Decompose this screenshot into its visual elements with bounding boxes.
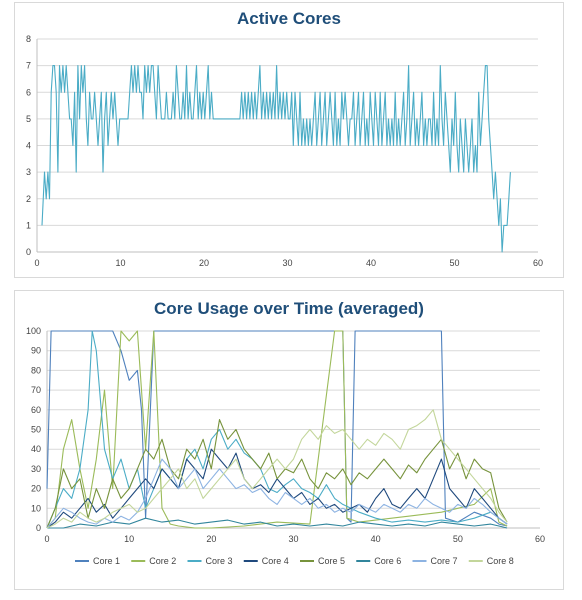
y-tick-label: 100 xyxy=(26,326,41,336)
x-tick-label: 50 xyxy=(449,258,459,268)
x-tick-label: 60 xyxy=(535,534,545,544)
y-tick-label: 80 xyxy=(31,365,41,375)
chart-title: Core Usage over Time (averaged) xyxy=(154,299,424,318)
y-tick-label: 90 xyxy=(31,346,41,356)
y-tick-label: 50 xyxy=(31,425,41,435)
x-tick-label: 0 xyxy=(44,534,49,544)
x-tick-label: 30 xyxy=(288,534,298,544)
series-line-core-7 xyxy=(46,458,508,529)
active-cores-chart: 0 1 2 3 4 5 6 7 8 0 10 20 30 40 50 60 xyxy=(26,34,543,268)
y-tick-label: 10 xyxy=(31,503,41,513)
series-line-core-3 xyxy=(46,330,508,529)
y-tick-label: 8 xyxy=(26,34,31,44)
legend-label: Core 2 xyxy=(149,556,176,566)
core-usage-chart: 0 10 20 30 40 50 60 70 80 90 100 0 10 20 30 40 50 60 Core … xyxy=(26,326,545,566)
x-tick-label: 10 xyxy=(124,534,134,544)
legend-label: Core 6 xyxy=(374,556,401,566)
x-tick-label: 20 xyxy=(199,258,209,268)
x-tick-label: 60 xyxy=(533,258,543,268)
series-line-core-2 xyxy=(46,330,508,529)
y-tick-label: 2 xyxy=(26,194,31,204)
y-tick-label: 4 xyxy=(26,141,31,151)
y-tick-label: 6 xyxy=(26,87,31,97)
legend-label: Core 4 xyxy=(262,556,289,566)
y-tick-label: 60 xyxy=(31,405,41,415)
series-line-core-8 xyxy=(46,409,508,529)
x-tick-label: 50 xyxy=(453,534,463,544)
legend-label: Core 3 xyxy=(206,556,233,566)
chart-title: Active Cores xyxy=(237,9,341,28)
y-tick-label: 70 xyxy=(31,385,41,395)
legend-label: Core 7 xyxy=(431,556,458,566)
y-tick-label: 7 xyxy=(26,61,31,71)
y-tick-label: 30 xyxy=(31,464,41,474)
chart-panel-active-cores: Active Cores 0 1 2 3 4 5 6 7 8 0 10 20 30 40 50 60 xyxy=(14,2,564,278)
y-tick-label: 0 xyxy=(36,523,41,533)
chart-panel-core-usage: Core Usage over Time (averaged) 0 10 20 30 4… xyxy=(14,290,564,590)
y-tick-label: 3 xyxy=(26,167,31,177)
y-tick-label: 5 xyxy=(26,114,31,124)
x-tick-label: 40 xyxy=(371,534,381,544)
x-tick-label: 40 xyxy=(366,258,376,268)
series-line-core-5 xyxy=(46,419,508,529)
x-tick-label: 20 xyxy=(206,534,216,544)
y-tick-label: 40 xyxy=(31,444,41,454)
series-line-1 xyxy=(41,65,511,253)
x-tick-label: 0 xyxy=(34,258,39,268)
x-tick-label: 10 xyxy=(115,258,125,268)
y-tick-label: 0 xyxy=(26,247,31,257)
legend-label: Core 5 xyxy=(318,556,345,566)
legend-label: Core 8 xyxy=(487,556,514,566)
y-tick-label: 20 xyxy=(31,484,41,494)
y-tick-label: 1 xyxy=(26,220,31,230)
series-line-core-6 xyxy=(47,517,508,529)
legend-label: Core 1 xyxy=(93,556,120,566)
x-tick-label: 30 xyxy=(282,258,292,268)
